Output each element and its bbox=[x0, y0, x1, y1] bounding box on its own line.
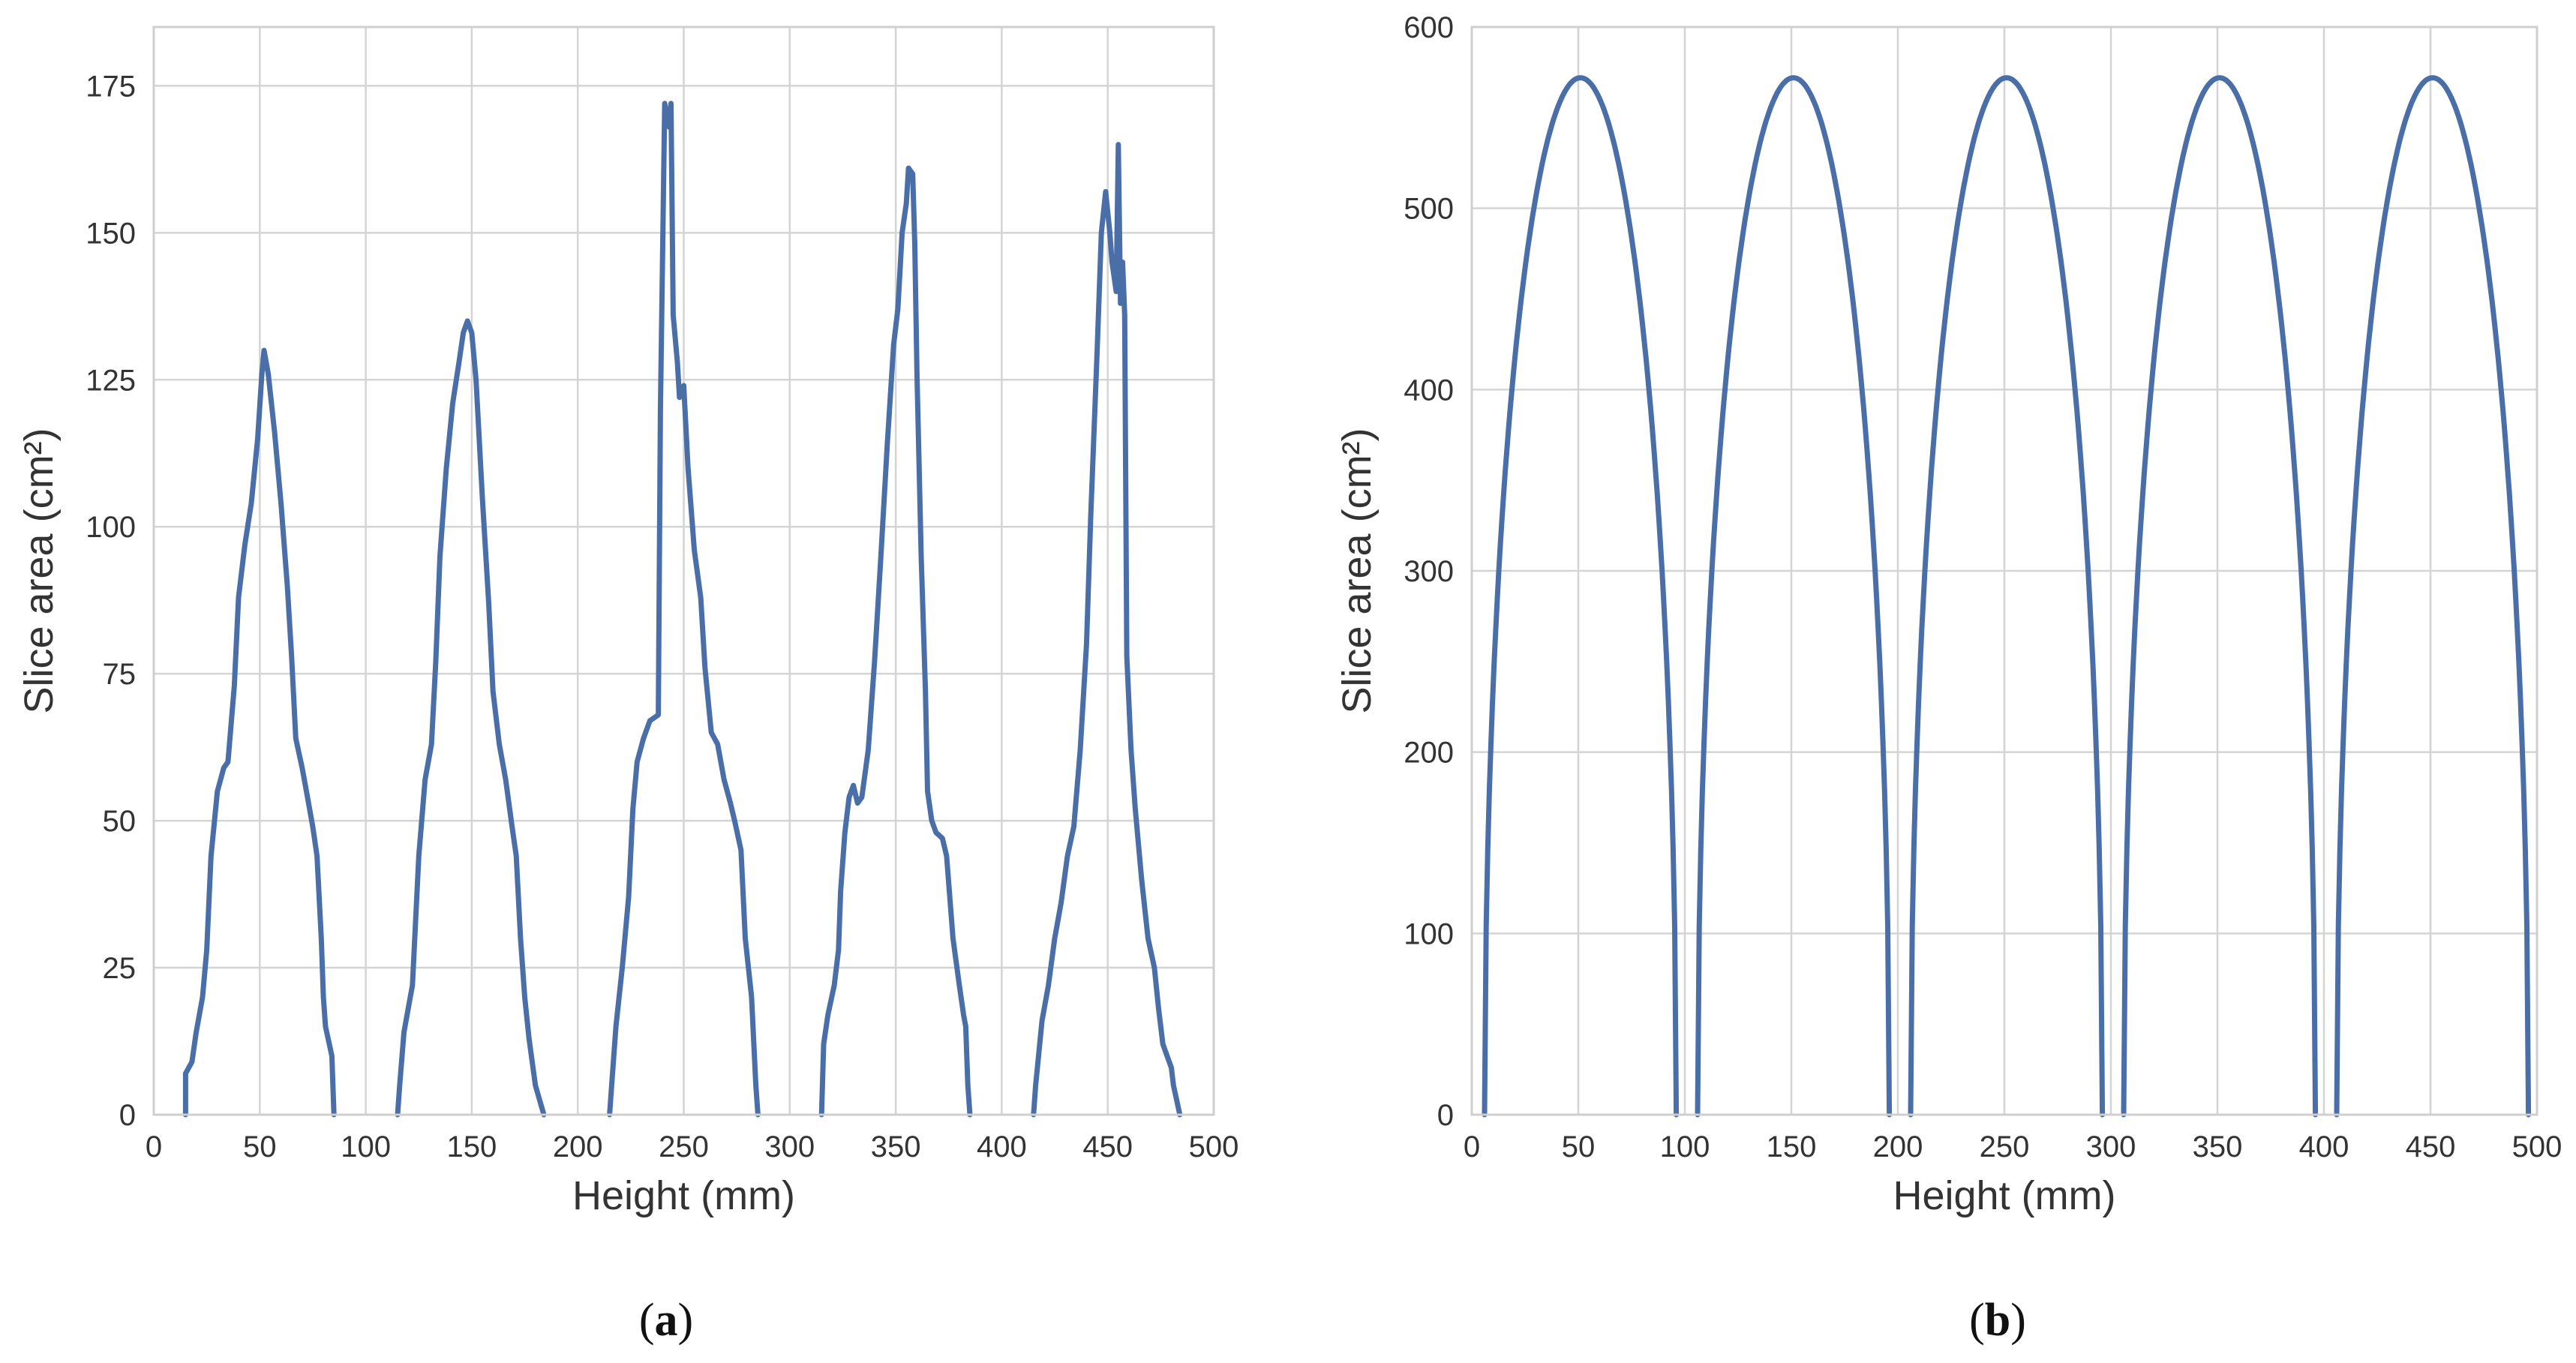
panel-a-series-segment-1 bbox=[182, 347, 337, 1118]
panel-b-x-tick-500: 500 bbox=[2512, 1130, 2562, 1163]
panel-a-y-ticks: 0 25 50 75 100 125 150 175 bbox=[86, 70, 136, 1132]
panel-a-x-tick-350: 350 bbox=[871, 1130, 921, 1163]
panel-b-chart: 0 50 100 150 200 250 300 350 400 450 500 0 100 200 30… bbox=[1335, 11, 2562, 1218]
panel-a-x-tick-250: 250 bbox=[659, 1130, 709, 1163]
panel-b-x-tick-50: 50 bbox=[1562, 1130, 1596, 1163]
panel-a-series bbox=[182, 101, 1183, 1118]
panel-a-y-tick-50: 50 bbox=[103, 805, 137, 838]
panel-b-series-segment-5 bbox=[2334, 75, 2532, 1118]
panel-b-x-axis-label: Height (mm) bbox=[1893, 1173, 2115, 1218]
panel-a-series-segment-5 bbox=[1031, 142, 1183, 1118]
panel-b-y-ticks: 0 100 200 300 400 500 600 bbox=[1404, 11, 1454, 1132]
panel-a-y-tick-75: 75 bbox=[103, 658, 137, 691]
panel-b-x-tick-100: 100 bbox=[1660, 1130, 1710, 1163]
caption-a: (a) bbox=[639, 1295, 693, 1346]
panel-a-x-tick-0: 0 bbox=[146, 1130, 162, 1163]
panel-b-series-segment-2 bbox=[1695, 75, 1893, 1118]
panel-b-y-tick-0: 0 bbox=[1437, 1099, 1454, 1132]
panel-a-x-tick-50: 50 bbox=[243, 1130, 277, 1163]
panel-b-y-axis-label: Slice area (cm²) bbox=[1335, 428, 1380, 713]
panel-a-x-tick-400: 400 bbox=[977, 1130, 1027, 1163]
panel-a-y-axis-label: Slice area (cm²) bbox=[17, 428, 62, 713]
panel-a-x-ticks: 0 50 100 150 200 250 300 350 400 450 500 bbox=[146, 1130, 1239, 1163]
panel-a-series-segment-3 bbox=[607, 101, 761, 1118]
panel-b-series-segment-4 bbox=[2121, 75, 2319, 1118]
caption-b: (b) bbox=[1969, 1295, 2026, 1346]
panel-b-series bbox=[1482, 75, 2532, 1118]
panel-b-x-tick-400: 400 bbox=[2299, 1130, 2349, 1163]
panel-a-x-tick-100: 100 bbox=[341, 1130, 391, 1163]
panel-b-series-segment-3 bbox=[1908, 75, 2106, 1118]
panel-a-series-segment-2 bbox=[395, 318, 547, 1118]
panel-b-x-tick-450: 450 bbox=[2406, 1130, 2456, 1163]
panel-b-x-tick-150: 150 bbox=[1767, 1130, 1817, 1163]
panel-b-y-tick-500: 500 bbox=[1404, 193, 1454, 226]
panel-b-y-tick-300: 300 bbox=[1404, 555, 1454, 588]
caption-a-letter: a bbox=[655, 1295, 678, 1346]
panel-b-grid bbox=[1470, 26, 2538, 1116]
panel-b-x-tick-200: 200 bbox=[1873, 1130, 1923, 1163]
panel-b-y-tick-100: 100 bbox=[1404, 917, 1454, 950]
panel-a-y-tick-0: 0 bbox=[119, 1099, 136, 1132]
panel-a-x-tick-300: 300 bbox=[764, 1130, 815, 1163]
panel-a-x-tick-200: 200 bbox=[553, 1130, 603, 1163]
caption-b-letter: b bbox=[1985, 1295, 2010, 1346]
panel-a-y-tick-150: 150 bbox=[86, 217, 136, 250]
panel-a-chart: 0 50 100 150 200 250 300 350 400 450 500 0 25 50 75 10… bbox=[17, 26, 1239, 1218]
panel-b-x-ticks: 0 50 100 150 200 250 300 350 400 450 500 bbox=[1464, 1130, 2562, 1163]
panel-b-x-tick-0: 0 bbox=[1464, 1130, 1480, 1163]
panel-a-x-tick-150: 150 bbox=[447, 1130, 497, 1163]
panel-b-y-tick-200: 200 bbox=[1404, 737, 1454, 770]
panel-a-y-tick-175: 175 bbox=[86, 70, 136, 103]
panel-a-x-tick-500: 500 bbox=[1189, 1130, 1239, 1163]
panel-b-frame bbox=[1470, 26, 2538, 1116]
panel-b-x-tick-300: 300 bbox=[2086, 1130, 2136, 1163]
panel-a-series-segment-4 bbox=[818, 165, 973, 1118]
panel-a-y-tick-100: 100 bbox=[86, 511, 136, 544]
panel-a-y-tick-25: 25 bbox=[103, 952, 137, 985]
panel-a-x-tick-450: 450 bbox=[1082, 1130, 1133, 1163]
panel-b-x-tick-350: 350 bbox=[2193, 1130, 2243, 1163]
panel-b-x-tick-250: 250 bbox=[1980, 1130, 2030, 1163]
panel-b-y-tick-400: 400 bbox=[1404, 374, 1454, 407]
panel-b-series-segment-1 bbox=[1482, 75, 1680, 1118]
panel-a-y-tick-125: 125 bbox=[86, 364, 136, 397]
panel-a-frame bbox=[152, 26, 1215, 1116]
panel-a-x-axis-label: Height (mm) bbox=[572, 1173, 795, 1218]
panel-b-y-tick-600: 600 bbox=[1404, 11, 1454, 44]
